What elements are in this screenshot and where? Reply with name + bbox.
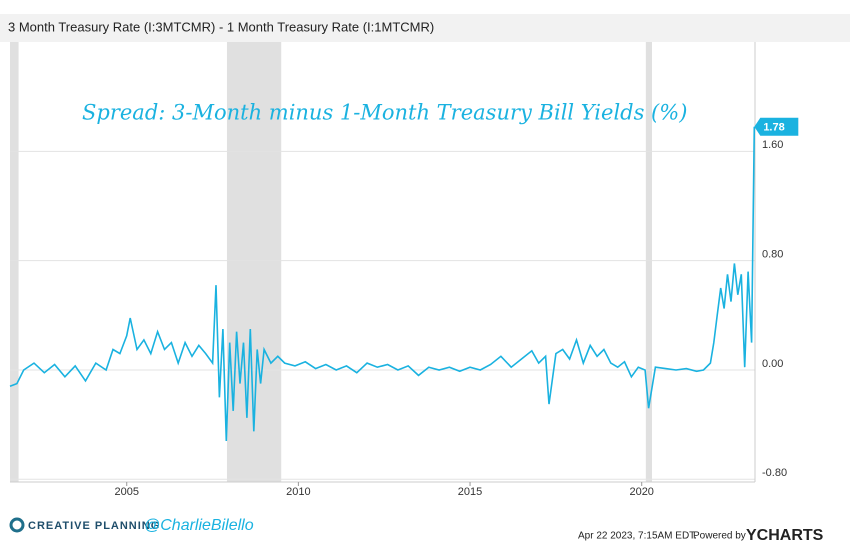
timestamp: Apr 22 2023, 7:15AM EDT. bbox=[578, 531, 697, 542]
chart-title: 3 Month Treasury Rate (I:3MTCMR) - 1 Mon… bbox=[8, 19, 434, 34]
y-tick-label: 0.00 bbox=[762, 358, 783, 370]
x-tick-label: 2010 bbox=[286, 486, 310, 498]
powered-by: Powered by bbox=[693, 531, 746, 542]
x-tick-label: 2005 bbox=[114, 486, 138, 498]
value-flag bbox=[754, 117, 799, 136]
recession-band bbox=[645, 42, 653, 482]
handle: @CharlieBilello bbox=[144, 517, 254, 534]
logo-icon bbox=[9, 517, 25, 533]
recession-band bbox=[10, 42, 19, 482]
y-tick-label: 1.60 bbox=[762, 139, 783, 151]
logo bbox=[9, 517, 25, 533]
x-tick-label: 2015 bbox=[458, 486, 482, 498]
brand: CREATIVE PLANNING bbox=[28, 520, 160, 532]
x-tick-label: 2020 bbox=[629, 486, 653, 498]
y-tick-label: -0.80 bbox=[762, 467, 787, 479]
title-bar bbox=[0, 14, 850, 42]
annotation: Spread: 3-Month minus 1-Month Treasury B… bbox=[82, 101, 687, 125]
plot-area: 1.60 0.80 0.00 -0.80 2005 2010 2015 2020 1.78 bbox=[9, 42, 799, 498]
y-tick-label: 0.80 bbox=[762, 249, 783, 261]
ycharts-logo: YCHARTS bbox=[746, 527, 824, 544]
value-label: 1.78 bbox=[763, 122, 784, 134]
series-line bbox=[9, 126, 756, 442]
